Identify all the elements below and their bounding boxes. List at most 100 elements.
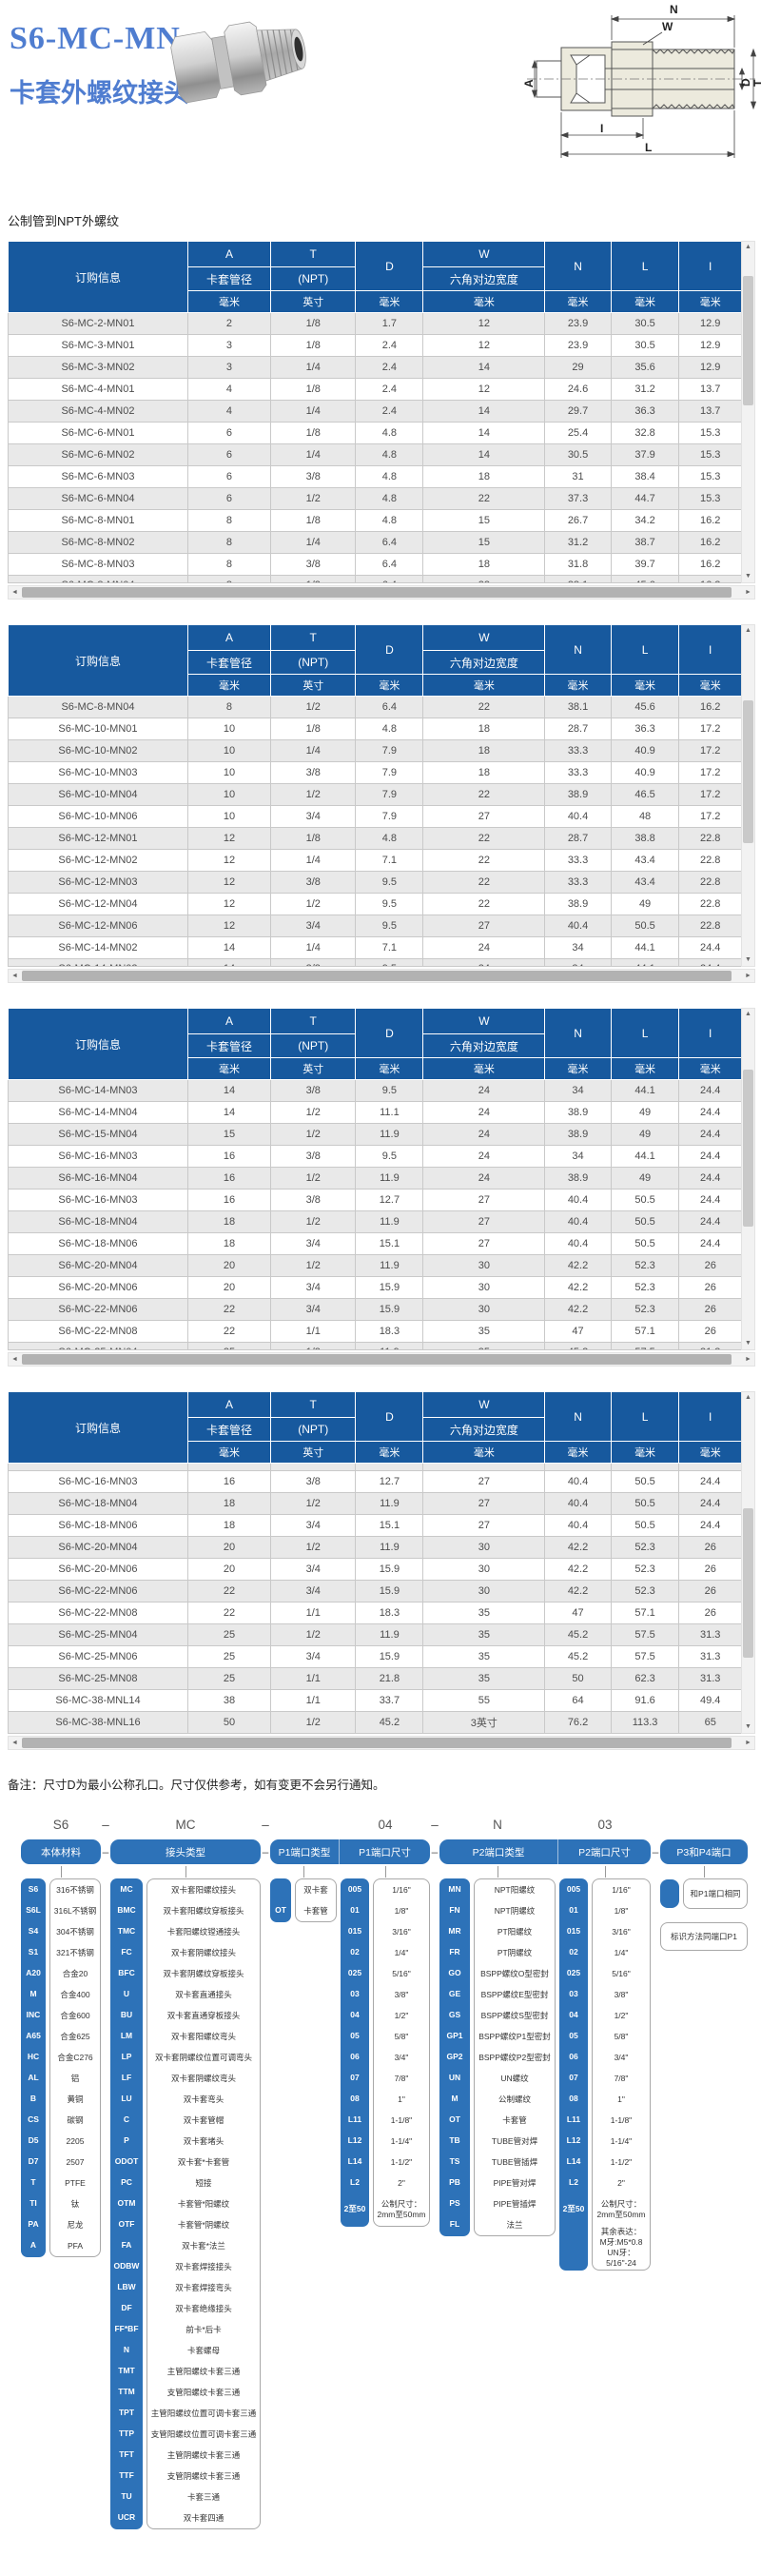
scroll-down-arrow-icon[interactable]: ▼	[745, 573, 751, 580]
p1-port-size-desc: 公制尺寸： 2mm至50mm	[377, 2199, 426, 2219]
col-i: I	[678, 1008, 742, 1058]
cell-value: 8	[186, 696, 272, 718]
table-row: S6-MC-4-MN02 4 1/4 2.4 14 29.7 36.3 13.7	[8, 400, 742, 423]
horizontal-scrollbar[interactable]: ◄ ►	[8, 1736, 755, 1750]
cell-value: 4.8	[355, 465, 424, 488]
fitting-type-code: ODOT	[114, 2156, 139, 2166]
pill-p2-port-size: P2端口尺寸	[557, 1839, 651, 1864]
horizontal-scrollbar[interactable]: ◄ ►	[8, 1352, 755, 1367]
vertical-scroll-thumb[interactable]	[743, 1070, 753, 1228]
scroll-right-arrow-icon[interactable]: ►	[745, 1356, 751, 1363]
fitting-type-code: TPT	[118, 2408, 135, 2417]
body-material-code: B	[29, 2094, 37, 2103]
scroll-up-arrow-icon[interactable]: ▲	[745, 244, 751, 250]
table-row: S6-MC-25-MN08 25 1/1 21.8 35 50 62.3 31.3	[8, 1667, 742, 1690]
cell-value: 40.4	[544, 805, 612, 828]
cell-value: 11.1	[355, 1101, 424, 1124]
col-w-sub: 六角对边宽度	[422, 266, 546, 291]
cell-value: 3/8	[270, 1079, 357, 1102]
cell-value: 15.3	[678, 443, 742, 466]
scroll-up-arrow-icon[interactable]: ▲	[745, 627, 751, 634]
scroll-up-arrow-icon[interactable]: ▲	[745, 1011, 751, 1017]
scroll-left-arrow-icon[interactable]: ◄	[11, 1740, 18, 1746]
cell-value: 6	[186, 465, 272, 488]
dim-label-t: T	[751, 79, 761, 87]
body-material-desc: 2205	[66, 2136, 85, 2146]
scroll-left-arrow-icon[interactable]: ◄	[11, 1356, 18, 1363]
pill-dash: –	[652, 1845, 659, 1858]
cell-value: 14	[422, 356, 546, 379]
vertical-scrollbar[interactable]: ▲ ▼	[741, 241, 755, 583]
cell-value: 1/4	[270, 849, 357, 872]
vertical-scroll-thumb[interactable]	[743, 275, 753, 405]
scroll-right-arrow-icon[interactable]: ►	[745, 1740, 751, 1746]
cell-value: 1/1	[270, 1602, 357, 1624]
horizontal-scrollbar[interactable]: ◄ ►	[8, 969, 755, 983]
col-w-sub: 六角对边宽度	[422, 1033, 546, 1058]
scroll-left-arrow-icon[interactable]: ◄	[11, 973, 18, 979]
cell-value: 2.4	[355, 334, 424, 357]
fitting-type-desc: 双卡套阳螺纹接头	[170, 1885, 236, 1895]
col-l: L	[610, 1008, 680, 1058]
table-scroll-area[interactable]: 订购信息 A T D W N L I 卡套管径 (NPT) 六角对边宽度 毫米 英寸 毫米 毫米 毫米 毫米 毫米…	[8, 1391, 742, 1734]
cell-value: 38	[186, 1689, 272, 1712]
fitting-type-desc: 双卡套直通穿板接头	[166, 2011, 241, 2020]
vertical-scroll-thumb[interactable]	[743, 699, 753, 844]
vertical-scrollbar[interactable]: ▲ ▼	[741, 1008, 755, 1350]
horizontal-scroll-thumb[interactable]	[22, 1738, 732, 1748]
scroll-up-arrow-icon[interactable]: ▲	[745, 1394, 751, 1401]
cell-value: 6.4	[355, 531, 424, 554]
p2-port-size-desc: 7/8"	[614, 2074, 629, 2083]
cell-value: 3/8	[270, 871, 357, 894]
cell-value: 31.3	[678, 1645, 742, 1668]
example-p2-type-code: N	[493, 1818, 502, 1832]
cell-value: 25	[186, 1667, 272, 1690]
scroll-down-arrow-icon[interactable]: ▼	[745, 956, 751, 963]
cell-part-number: S6-MC-22-MN06	[8, 1580, 188, 1603]
horizontal-scroll-thumb[interactable]	[22, 587, 732, 598]
p2-port-size-code: 005	[566, 1884, 581, 1894]
cell-value: 31.2	[544, 531, 612, 554]
cell-value: 47	[544, 1320, 612, 1343]
table-scroll-area[interactable]: 订购信息 A T D W N L I 卡套管径 (NPT) 六角对边宽度 毫米 英寸 毫米 毫米 毫米 毫米 毫米…	[8, 624, 742, 967]
vertical-scrollbar[interactable]: ▲ ▼	[741, 1391, 755, 1734]
cell-value: 27	[422, 1470, 546, 1493]
vertical-scroll-thumb[interactable]	[743, 1507, 753, 1659]
cell-value: 18	[422, 739, 546, 762]
table-scroll-area[interactable]: 订购信息 A T D W N L I 卡套管径 (NPT) 六角对边宽度 毫米 英寸 毫米 毫米 毫米 毫米 毫米…	[8, 241, 742, 583]
horizontal-scroll-thumb[interactable]	[22, 971, 732, 981]
col-t: T	[270, 1391, 357, 1418]
fitting-type-code: TFT	[119, 2449, 134, 2459]
p1-port-size-code: L14	[347, 2156, 362, 2166]
p2-port-size-desc: 3/16"	[612, 1927, 631, 1937]
cell-value: 1/4	[270, 739, 357, 762]
cell-part-number: S6-MC-10-MN06	[8, 805, 188, 828]
cell-value: 20	[186, 1558, 272, 1581]
cell-value: 1/8	[270, 422, 357, 444]
scroll-left-arrow-icon[interactable]: ◄	[11, 589, 18, 596]
vertical-scrollbar[interactable]: ▲ ▼	[741, 624, 755, 967]
cell-value: 7.1	[355, 849, 424, 872]
cell-value: 42.2	[544, 1580, 612, 1603]
scroll-down-arrow-icon[interactable]: ▼	[745, 1340, 751, 1347]
product-code-title: S6-MC-MN	[10, 21, 181, 56]
p2-port-type-code: TS	[449, 2156, 460, 2166]
cell-value: 8	[186, 553, 272, 576]
p2-port-size-code: L2	[569, 2177, 578, 2187]
cell-value: 52.3	[610, 1254, 680, 1277]
horizontal-scrollbar[interactable]: ◄ ►	[8, 585, 755, 600]
cell-value: 40.4	[544, 1514, 612, 1537]
cell-value: 31.3	[678, 1623, 742, 1646]
fitting-type-desc: 双卡套管帽	[183, 2115, 224, 2125]
cell-value: 26	[678, 1580, 742, 1603]
scroll-down-arrow-icon[interactable]: ▼	[745, 1723, 751, 1730]
p1-port-size-desc: 1/16"	[392, 1885, 411, 1895]
scroll-right-arrow-icon[interactable]: ►	[745, 589, 751, 596]
cell-value: 50.5	[610, 1232, 680, 1255]
table-scroll-area[interactable]: 订购信息 A T D W N L I 卡套管径 (NPT) 六角对边宽度 毫米 英寸 毫米 毫米 毫米 毫米 毫米…	[8, 1008, 742, 1350]
table-row: S6-MC-12-MN04 12 1/2 9.5 22 38.9 49 22.8	[8, 893, 742, 915]
scroll-right-arrow-icon[interactable]: ►	[745, 973, 751, 979]
body-material-codes: S6 S6L S4 S1 A20 M INC A65 HC AL B CS D5 D7 T TI PA A	[21, 1878, 46, 2257]
horizontal-scroll-thumb[interactable]	[22, 1354, 732, 1365]
p2-port-size-code: 03	[569, 1989, 578, 1998]
